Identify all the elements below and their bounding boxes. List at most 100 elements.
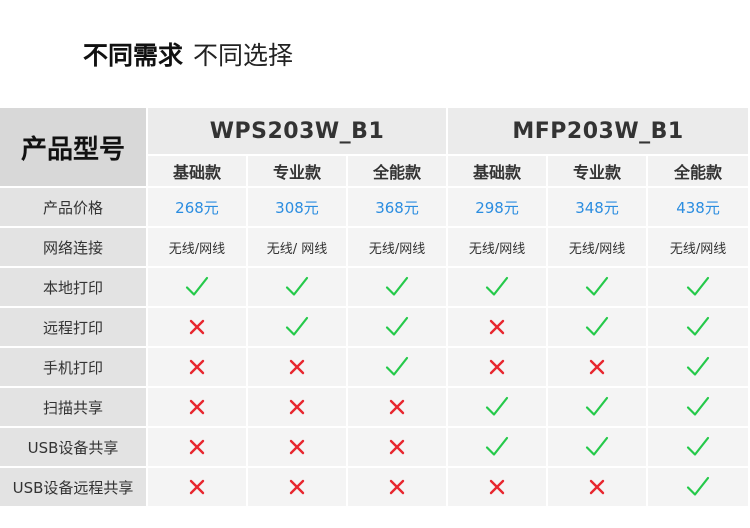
table-row-network: 网络连接 无线/网线 无线/ 网线 无线/网线 无线/网线 无线/网线 无线/网…	[0, 228, 750, 268]
check-icon	[686, 276, 710, 296]
check-icon	[385, 316, 409, 336]
check-icon	[686, 476, 710, 496]
row-label: 手机打印	[0, 348, 148, 388]
check-icon	[686, 316, 710, 336]
model-header-wps: WPS203W_B1	[148, 108, 449, 156]
feature-cell	[548, 308, 649, 348]
feature-cell	[648, 468, 750, 508]
network-cell: 无线/网线	[148, 228, 248, 268]
feature-cell	[448, 468, 549, 508]
feature-cell	[348, 428, 449, 468]
cross-icon	[389, 479, 405, 495]
price-cell: 348元	[548, 188, 649, 228]
feature-cell	[148, 308, 248, 348]
feature-cell	[348, 388, 449, 428]
table-row: USB设备远程共享	[0, 468, 750, 508]
cross-icon	[589, 359, 605, 375]
table-row: 本地打印	[0, 268, 750, 308]
check-icon	[585, 396, 609, 416]
cross-icon	[289, 479, 305, 495]
tier-header: 基础款	[448, 156, 549, 188]
table-row-price: 产品价格 268元 308元 368元 298元 348元 438元	[0, 188, 750, 228]
feature-cell	[448, 268, 549, 308]
feature-cell	[348, 268, 449, 308]
model-header-mfp: MFP203W_B1	[448, 108, 750, 156]
table-row: USB设备共享	[0, 428, 750, 468]
cross-icon	[189, 319, 205, 335]
check-icon	[285, 276, 309, 296]
check-icon	[385, 356, 409, 376]
price-cell: 268元	[148, 188, 248, 228]
table-body: 产品价格 268元 308元 368元 298元 348元 438元 网络连接 …	[0, 188, 750, 508]
feature-cell	[148, 388, 248, 428]
check-icon	[485, 436, 509, 456]
check-icon	[686, 396, 710, 416]
feature-cell	[448, 348, 549, 388]
feature-cell	[548, 468, 649, 508]
feature-cell	[648, 268, 750, 308]
comparison-table: 产品型号 WPS203W_B1 MFP203W_B1 基础款 专业款 全能款 基…	[0, 108, 750, 508]
row-label: USB设备共享	[0, 428, 148, 468]
feature-cell	[148, 468, 248, 508]
row-label: 远程打印	[0, 308, 148, 348]
feature-cell	[148, 348, 248, 388]
check-icon	[585, 436, 609, 456]
row-label: 扫描共享	[0, 388, 148, 428]
cross-icon	[189, 479, 205, 495]
feature-cell	[548, 428, 649, 468]
cross-icon	[589, 479, 605, 495]
cross-icon	[289, 359, 305, 375]
network-cell: 无线/网线	[448, 228, 549, 268]
feature-cell	[248, 308, 348, 348]
cross-icon	[289, 399, 305, 415]
tier-header: 全能款	[348, 156, 449, 188]
feature-cell	[248, 388, 348, 428]
heading-light: 不同选择	[193, 41, 294, 70]
feature-cell	[248, 428, 348, 468]
check-icon	[485, 276, 509, 296]
tier-header: 基础款	[148, 156, 248, 188]
check-icon	[686, 436, 710, 456]
network-cell: 无线/网线	[548, 228, 649, 268]
feature-cell	[348, 468, 449, 508]
feature-cell	[348, 348, 449, 388]
check-icon	[686, 356, 710, 376]
feature-cell	[648, 348, 750, 388]
check-icon	[385, 276, 409, 296]
network-cell: 无线/网线	[348, 228, 449, 268]
cross-icon	[389, 439, 405, 455]
feature-cell	[648, 308, 750, 348]
network-cell: 无线/ 网线	[248, 228, 348, 268]
price-cell: 308元	[248, 188, 348, 228]
table-row: 远程打印	[0, 308, 750, 348]
tier-header: 专业款	[548, 156, 649, 188]
tier-header: 专业款	[248, 156, 348, 188]
table-row: 扫描共享	[0, 388, 750, 428]
cross-icon	[189, 399, 205, 415]
price-cell: 368元	[348, 188, 449, 228]
feature-cell	[448, 428, 549, 468]
price-cell: 438元	[648, 188, 750, 228]
feature-cell	[348, 308, 449, 348]
network-cell: 无线/网线	[648, 228, 750, 268]
cross-icon	[489, 319, 505, 335]
price-cell: 298元	[448, 188, 549, 228]
feature-cell	[248, 348, 348, 388]
check-icon	[585, 316, 609, 336]
feature-cell	[648, 388, 750, 428]
feature-cell	[148, 428, 248, 468]
feature-cell	[448, 308, 549, 348]
cross-icon	[389, 399, 405, 415]
table-row: 手机打印	[0, 348, 750, 388]
cross-icon	[189, 359, 205, 375]
check-icon	[185, 276, 209, 296]
page-heading: 不同需求 不同选择	[83, 36, 293, 72]
row-label: 网络连接	[0, 228, 148, 268]
feature-cell	[448, 388, 549, 428]
check-icon	[485, 396, 509, 416]
cross-icon	[189, 439, 205, 455]
feature-cell	[148, 268, 248, 308]
cross-icon	[489, 479, 505, 495]
feature-cell	[548, 348, 649, 388]
heading-bold: 不同需求	[83, 41, 184, 70]
